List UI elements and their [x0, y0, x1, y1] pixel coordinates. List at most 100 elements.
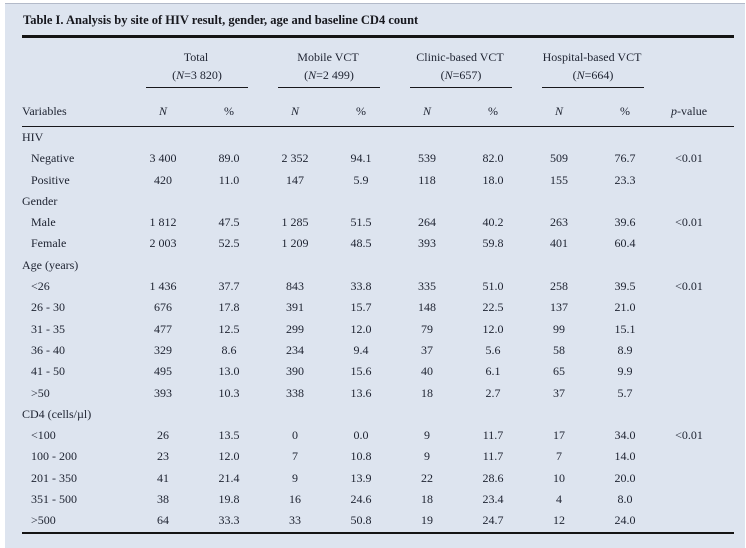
value-cell: 79 [421, 321, 434, 336]
n-symbol: N [555, 104, 564, 118]
table-body: HIV Negative 3 400 89.0 2 352 94.1 539 82.0 509 7… [22, 127, 734, 533]
column-group-name-total: Total [183, 50, 209, 64]
section-header: Gender [22, 193, 58, 208]
table-row: 100 - 200 23 12.0 7 10.8 9 11.7 7 14.0 [22, 446, 734, 467]
n-symbol: N [158, 104, 167, 118]
table-row: <100 26 13.5 0 0.0 9 11.7 17 34.0 <0.01 [22, 425, 734, 446]
value-cell: 12.5 [218, 321, 240, 336]
row-label: Male [31, 215, 56, 230]
section-header: Age (years) [22, 257, 79, 272]
value-cell: 11.7 [482, 428, 504, 443]
n-symbol: N [576, 68, 585, 82]
column-group-name-mobile-vct: Mobile VCT [297, 50, 359, 64]
value-cell: 51.5 [350, 215, 372, 230]
row-label: <100 [31, 428, 56, 443]
value-cell: 9.4 [353, 342, 369, 357]
row-label: 41 - 50 [31, 364, 65, 379]
value-cell: 22.5 [482, 300, 504, 315]
row-label: 201 - 350 [31, 470, 77, 485]
n-symbol: N [290, 104, 299, 118]
table-row: 36 - 40 329 8.6 234 9.4 37 5.6 58 8.9 [22, 340, 734, 361]
table-inner: Table I. Analysis by site of HIV result,… [22, 4, 735, 534]
value-cell: 13.0 [218, 364, 240, 379]
n-header: N [526, 88, 593, 127]
value-cell: 2.7 [485, 385, 501, 400]
spacer-cell [658, 38, 734, 65]
value-cell: 137 [550, 300, 569, 315]
percent-header: % [196, 88, 262, 127]
row-label: 31 - 35 [31, 321, 65, 336]
p-value-cell: <0.01 [675, 428, 703, 443]
data-table: Total Mobile VCT Clinic-based VCT Hospit… [22, 38, 735, 534]
value-cell: 299 [286, 321, 304, 336]
value-cell: 37 [553, 385, 566, 400]
table-row: Negative 3 400 89.0 2 352 94.1 539 82.0 509 76.7… [22, 148, 734, 169]
value-cell: 9 [424, 428, 431, 443]
table-row: 26 - 30 676 17.8 391 15.7 148 22.5 137 21.0 [22, 297, 734, 318]
value-cell: 420 [154, 172, 172, 187]
p-value-cell [658, 510, 734, 532]
value-cell: 0 [292, 428, 298, 443]
n-header: N [262, 88, 328, 127]
p-symbol: p [671, 104, 678, 118]
value-cell: 264 [418, 215, 437, 230]
value-cell: 258 [550, 279, 569, 294]
table-row: 201 - 350 41 21.4 9 13.9 22 28.6 10 20.0 [22, 468, 734, 489]
row-label: Positive [31, 172, 70, 187]
value-cell: 37.7 [218, 279, 240, 294]
value-cell: 9 [424, 449, 431, 464]
row-label: >500 [31, 513, 56, 528]
value-cell: 9.9 [617, 364, 633, 379]
value-cell: 59.8 [482, 236, 504, 251]
value-cell: 338 [286, 385, 304, 400]
value-cell: 15.6 [350, 364, 372, 379]
value-cell: 1 209 [281, 236, 309, 251]
value-cell: 8.0 [617, 492, 633, 507]
value-cell: 51.0 [482, 279, 504, 294]
value-cell: 7 [292, 449, 298, 464]
value-cell: 843 [286, 279, 304, 294]
value-cell: 12 [553, 513, 566, 528]
group-n-total: (N=3 820) [130, 65, 262, 88]
table-row: 31 - 35 477 12.5 299 12.0 79 12.0 99 15.1 [22, 319, 734, 340]
value-cell: 15.7 [350, 300, 372, 315]
section-row: Age (years) [22, 255, 734, 276]
value-cell: 24.0 [614, 513, 636, 528]
value-cell: 147 [286, 172, 304, 187]
value-cell: 14.0 [614, 449, 636, 464]
value-cell: 52.5 [218, 236, 240, 251]
value-cell: 82.0 [482, 151, 504, 166]
n-header: N [130, 88, 196, 127]
value-cell: 24.6 [350, 492, 372, 507]
percent-header: % [328, 88, 395, 127]
value-cell: 17 [553, 428, 566, 443]
value-cell: 58 [553, 342, 566, 357]
value-cell: 477 [154, 321, 172, 336]
value-cell: 509 [550, 151, 569, 166]
value-cell: 11.0 [218, 172, 240, 187]
n-count: =657) [452, 68, 482, 82]
value-cell: 263 [550, 215, 569, 230]
value-cell: 676 [154, 300, 172, 315]
value-cell: 2 003 [149, 236, 177, 251]
value-cell: 37 [421, 342, 434, 357]
value-cell: 401 [550, 236, 569, 251]
value-cell: 12.0 [482, 321, 504, 336]
value-cell: 15.1 [614, 321, 636, 336]
n-symbol: N [444, 68, 453, 82]
value-cell: 99 [553, 321, 566, 336]
value-cell: 20.0 [614, 470, 636, 485]
value-cell: 19.8 [218, 492, 240, 507]
group-n-underline: (N=664) [542, 68, 645, 88]
value-cell: 2 352 [281, 151, 309, 166]
value-cell: 5.9 [353, 172, 369, 187]
group-name-row: Total Mobile VCT Clinic-based VCT Hospit… [22, 38, 734, 65]
p-rest: -value [677, 104, 708, 118]
group-n-mobile-vct: (N=2 499) [262, 65, 394, 88]
spacer-cell [22, 38, 130, 65]
value-cell: 40.2 [482, 215, 504, 230]
p-value-cell [658, 233, 734, 254]
value-cell: 76.7 [614, 151, 636, 166]
value-cell: 10.8 [350, 449, 372, 464]
value-cell: 24.7 [482, 513, 504, 528]
